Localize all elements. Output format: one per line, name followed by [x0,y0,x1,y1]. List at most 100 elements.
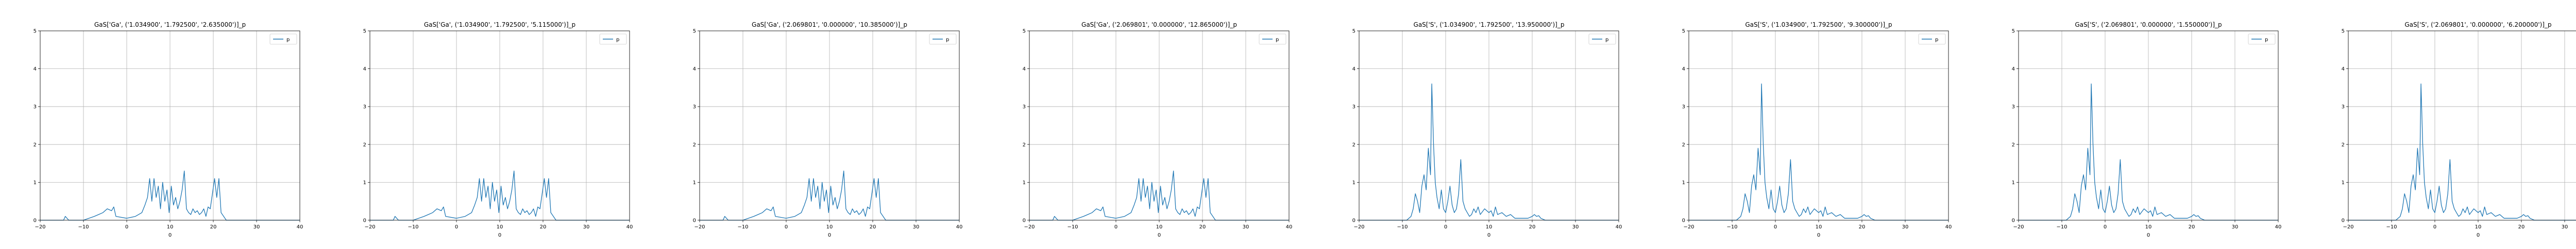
x-tick-label: 40 [297,224,303,230]
chart-title: GaS['Ga', ('1.034900', '1.792500', '5.11… [424,21,575,28]
legend: p [1918,33,1946,45]
x-tick-label: 20 [2189,224,2195,230]
y-tick-label: 2 [33,142,37,148]
x-tick-label: −20 [1683,224,1694,230]
x-tick-label: 30 [2232,224,2239,230]
y-tick-label: 3 [1352,104,1355,110]
x-axis-label: 0 [2477,233,2480,238]
y-tick-label: 2 [1352,142,1355,148]
subplot-4: −20 −10 0 10 20 30 40 0 1 2 3 4 5 GaS['Ga', ('2.06980… [1023,21,1293,238]
legend: p [599,33,627,45]
x-tick-label: 0 [1114,224,1117,230]
plot-area [2348,31,2576,220]
y-tick-label: 3 [1682,104,1685,110]
chart-title: GaS['Ga', ('2.069801', '0.000000', '12.8… [1081,21,1237,28]
x-tick-label: −20 [2013,224,2024,230]
y-tick-label: 0 [2342,218,2345,224]
x-tick-label: 30 [1902,224,1909,230]
x-tick-label: 40 [1616,224,1622,230]
series-line-p [370,170,630,221]
x-tick-label: 0 [1444,224,1447,230]
legend: p [929,33,957,45]
y-tick-label: 0 [1352,218,1355,224]
y-tick-label: 4 [2342,66,2345,72]
axes-frame [1688,30,1949,221]
chart-title: GaS['Ga', ('1.034900', '1.792500', '2.63… [94,21,246,28]
y-tick-label: 3 [2012,104,2015,110]
y-tick-label: 0 [2012,218,2015,224]
y-tick-label: 0 [693,218,696,224]
y-tick-label: 1 [693,180,696,186]
chart-title: GaS['S', ('1.034900', '1.792500', '13.95… [1414,21,1565,28]
y-tick-label: 1 [1023,180,1026,186]
y-tick-label: 3 [1023,104,1026,110]
y-tick-label: 4 [1023,66,1026,72]
axes-frame [2018,30,2279,221]
y-tick-label: 5 [693,29,696,34]
legend: p [2248,33,2276,45]
legend-label: p [1605,37,1608,43]
x-axis-label: 0 [1487,233,1490,238]
subplot-6: −20 −10 0 10 20 30 40 0 1 2 3 4 5 GaS['S', ('1.034900… [1682,21,1952,238]
x-tick-label: 20 [1859,224,1866,230]
y-tick-label: 1 [363,180,366,186]
y-tick-label: 5 [33,29,37,34]
y-tick-label: 5 [1352,29,1355,34]
y-tick-label: 2 [2012,142,2015,148]
y-tick-label: 4 [33,66,37,72]
x-tick-label: −20 [694,224,705,230]
chart-title: GaS['S', ('2.069801', '0.000000', '1.550… [2075,21,2222,28]
chart-title: GaS['Ga', ('2.069801', '0.000000', '10.3… [752,21,907,28]
x-tick-label: −20 [364,224,375,230]
x-axis-label: 0 [1158,233,1161,238]
subplot-7: −20 −10 0 10 20 30 40 0 1 2 3 4 5 GaS['S', ('2.069801… [2012,21,2282,238]
y-tick-label: 5 [1023,29,1026,34]
legend-label: p [1935,37,1938,43]
x-tick-label: 20 [2518,224,2525,230]
x-tick-label: 20 [1199,224,1206,230]
y-tick-label: 1 [2342,180,2345,186]
axes-frame [40,30,300,221]
y-tick-label: 4 [363,66,366,72]
x-tick-label: 30 [583,224,590,230]
series-line-p [1689,83,1948,221]
x-axis-label: 0 [1817,233,1820,238]
y-tick-label: 3 [2342,104,2345,110]
series-line-p [40,170,300,221]
axes-frame [699,30,960,221]
x-tick-label: 10 [2475,224,2482,230]
x-tick-label: 0 [125,224,128,230]
x-axis-label: 0 [828,233,831,238]
x-tick-label: −10 [737,224,748,230]
x-tick-label: 0 [785,224,788,230]
legend-label: p [2265,37,2268,43]
x-tick-label: −10 [2056,224,2067,230]
x-tick-label: −20 [1353,224,1364,230]
x-tick-label: 20 [870,224,876,230]
axes-frame [369,30,630,221]
x-tick-label: 20 [1529,224,1536,230]
axes-frame [1359,30,1619,221]
axes-frame [1029,30,1290,221]
y-tick-label: 1 [33,180,37,186]
x-tick-label: −10 [1067,224,1078,230]
x-tick-label: −10 [2386,224,2397,230]
y-tick-label: 3 [693,104,696,110]
x-tick-label: 10 [1486,224,1493,230]
x-tick-label: 30 [1243,224,1249,230]
x-tick-label: 10 [2145,224,2152,230]
chart-title: GaS['S', ('1.034900', '1.792500', '9.300… [1745,21,1892,28]
x-tick-label: 0 [2104,224,2107,230]
x-tick-label: 10 [1816,224,1822,230]
y-tick-label: 0 [1682,218,1685,224]
x-tick-label: −20 [1024,224,1035,230]
y-tick-label: 5 [2012,29,2015,34]
series-line-p [700,170,959,221]
y-tick-label: 0 [363,218,366,224]
x-tick-label: 30 [253,224,260,230]
y-tick-label: 5 [2342,29,2345,34]
chart-title: GaS['S', ('2.069801', '0.000000', '6.200… [2404,21,2551,28]
